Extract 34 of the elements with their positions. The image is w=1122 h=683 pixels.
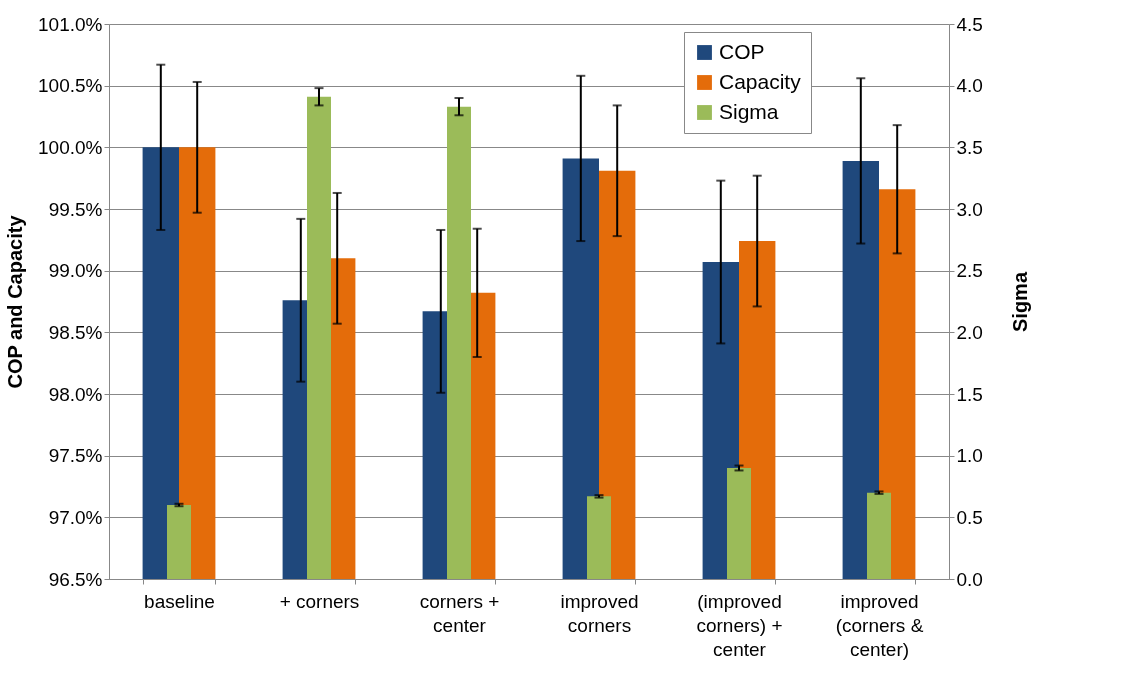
y-tick-label: 98.5% xyxy=(48,321,103,343)
y2-tick-label: 3.5 xyxy=(956,136,983,158)
x-tick-label: improved (corners & center) xyxy=(835,590,924,660)
bar xyxy=(167,505,191,579)
bar xyxy=(867,492,891,579)
legend-label: COP xyxy=(719,39,765,63)
legend-label: Capacity xyxy=(719,69,802,93)
y-tick-label: 99.0% xyxy=(48,260,103,282)
y2-tick-label: 2.5 xyxy=(956,260,983,282)
y2-tick-label: 4.0 xyxy=(956,75,983,97)
legend-label: Sigma xyxy=(719,99,779,123)
y-tick-label: 97.5% xyxy=(48,445,103,467)
x-tick-label: (improved corners) + center xyxy=(696,590,783,660)
y2-tick-label: 0.0 xyxy=(956,568,983,590)
y-axis-title: COP and Capacity xyxy=(4,214,27,389)
bar xyxy=(587,496,611,579)
y-tick-label: 98.0% xyxy=(48,383,103,405)
y2-tick-label: 1.0 xyxy=(956,445,983,467)
x-tick-label: baseline xyxy=(144,590,215,612)
y2-axis-title: Sigma xyxy=(1008,271,1031,333)
y2-tick-label: 4.5 xyxy=(956,13,983,35)
x-tick-label: + corners xyxy=(279,590,360,612)
y2-tick-label: 0.5 xyxy=(956,506,983,528)
y2-tick-label: 3.0 xyxy=(956,198,983,220)
x-tick-label: corners + center xyxy=(419,590,500,636)
y2-tick-label: 1.5 xyxy=(956,383,983,405)
y-tick-label: 100.0% xyxy=(38,136,103,158)
y-tick-label: 99.5% xyxy=(48,198,103,220)
y2-tick-label: 2.0 xyxy=(956,321,983,343)
y-tick-label: 101.0% xyxy=(38,13,103,35)
x-tick-label: improved corners xyxy=(560,590,639,636)
y-tick-label: 97.0% xyxy=(48,506,103,528)
y-tick-label: 96.5% xyxy=(48,568,103,590)
y-tick-label: 100.5% xyxy=(38,75,103,97)
